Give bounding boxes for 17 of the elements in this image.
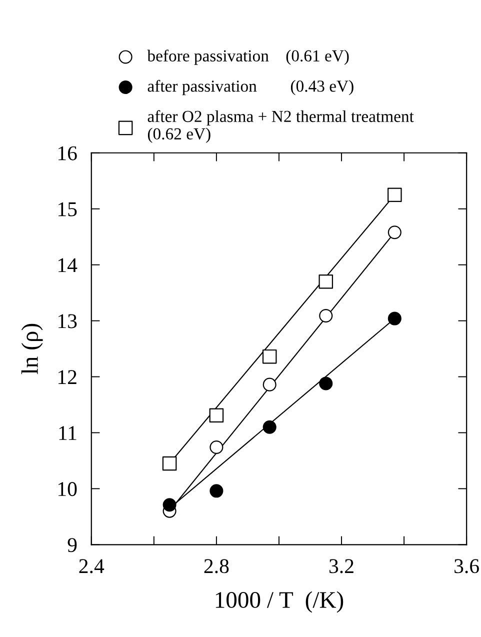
y-tick-label: 16	[58, 146, 77, 160]
y-tick-label: 10	[58, 482, 77, 496]
y-tick-label: 14	[58, 258, 78, 272]
x-tick-label: 3.2	[329, 559, 354, 574]
y-tick-label: 12	[58, 370, 76, 384]
y-tick-label: 15	[58, 202, 77, 216]
x-axis-title: 1000 / T (/K)	[216, 591, 344, 613]
x-tick-label: 2.8	[204, 559, 229, 574]
y-tick-label: 13	[58, 314, 77, 328]
legend-label: after passivation (0.43 eV)	[148, 80, 354, 96]
legend-label: before passivation (0.61 eV)	[147, 50, 349, 65]
y-tick-label: 9	[68, 538, 77, 552]
x-tick-label: 3.6	[454, 559, 479, 574]
x-tick-label: 2.4	[79, 559, 104, 574]
y-axis-title: ln (ρ)	[21, 324, 43, 374]
y-tick-label: 11	[59, 426, 76, 440]
legend-label: after O2 plasma + N2 thermal treatment (0.62 eV)	[148, 110, 414, 143]
